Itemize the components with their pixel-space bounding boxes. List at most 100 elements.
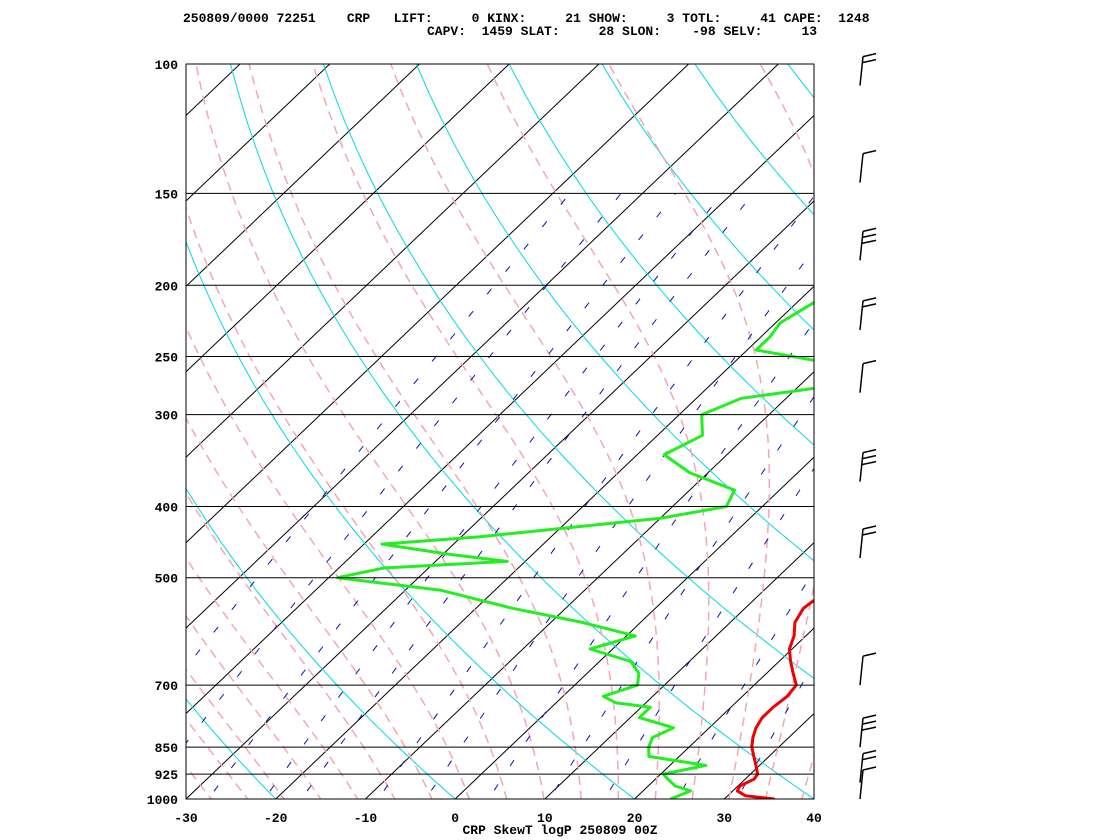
moist-adiabat [486, 64, 710, 799]
wind-barb [859, 52, 877, 86]
dry-adiabat [601, 64, 814, 331]
moist-adiabat [186, 614, 322, 799]
pressure-label-400: 400 [155, 501, 179, 516]
chart-title: CRP SkewT logP 250809 00Z [462, 823, 657, 838]
dry-adiabat [508, 64, 814, 446]
header-line-2: CAPV: 1459 SLAT: 28 SLON: -98 SELV: 13 [427, 24, 817, 39]
mixing-ratio-line [207, 193, 676, 799]
isotherm [813, 798, 814, 799]
moist-adiabat [195, 64, 545, 799]
temperature-label-40: 40 [806, 811, 822, 826]
dry-adiabat [1034, 30, 1120, 814]
dry-adiabat [944, 30, 1120, 814]
wind-barb [859, 297, 877, 330]
dry-adiabat [787, 64, 814, 99]
wind-barb [859, 227, 877, 261]
moist-adiabat [759, 64, 814, 799]
wind-barb [859, 359, 877, 393]
isotherm [186, 64, 241, 117]
pressure-axis-labels: 100 150 200 250 300 400 500 700 850 925 1000 [147, 58, 178, 808]
moist-adiabat [186, 205, 508, 799]
wind-barb [859, 652, 877, 686]
mixing-ratio-line [425, 248, 814, 799]
wind-barb [859, 149, 877, 183]
isotherm [186, 114, 814, 715]
plot-frame [185, 63, 815, 800]
isotherm [977, 30, 1120, 814]
moist-adiabat [186, 325, 471, 799]
mixing-ratio-line [548, 395, 814, 799]
mixing-ratio-line [377, 195, 814, 799]
pressure-label-925: 925 [155, 768, 179, 783]
isotherm [454, 456, 814, 799]
mixing-ratio-line [300, 193, 754, 799]
moist-adiabat [186, 416, 433, 799]
sounding-profiles [336, 300, 814, 799]
isotherm [633, 627, 814, 799]
moist-adiabat [186, 556, 359, 799]
moist-adiabat [312, 64, 620, 799]
temperature-label-30: 30 [716, 811, 732, 826]
dry-adiabat [322, 64, 814, 680]
isotherm [186, 64, 600, 458]
isotherm [544, 541, 814, 799]
pressure-label-850: 850 [155, 741, 179, 756]
moist-adiabat [186, 765, 213, 799]
wind-barbs [859, 52, 877, 800]
pressure-label-500: 500 [155, 572, 179, 587]
dry-adiabat [694, 64, 814, 216]
isotherm [186, 64, 690, 544]
moist-adiabat [248, 64, 582, 799]
isotherm [186, 64, 421, 288]
isotherm [186, 64, 331, 202]
header-line-1: 250809/0000 72251 CRP LIFT: 0 KINX: 21 S… [183, 11, 870, 26]
temperature-label-minus-10: -10 [354, 811, 378, 826]
pressure-label-700: 700 [155, 679, 179, 694]
mixing-ratio-line [186, 193, 571, 669]
pressure-label-1000: 1000 [147, 793, 178, 808]
moist-adiabat [186, 491, 396, 799]
isotherm [186, 200, 814, 799]
temperature-label-minus-30: -30 [174, 811, 198, 826]
mixing-ratio-line [736, 662, 814, 799]
pressure-label-150: 150 [155, 187, 179, 202]
isotherm [274, 285, 814, 799]
temperature-profile [735, 598, 814, 799]
wind-barb [859, 766, 877, 800]
isotherm [186, 64, 510, 373]
pressure-label-250: 250 [155, 350, 179, 365]
moist-adiabat [0, 64, 152, 815]
wind-barb [859, 749, 877, 783]
dry-adiabat [186, 487, 456, 799]
temperature-label-10: 10 [537, 811, 553, 826]
isotherm [186, 64, 780, 629]
moist-adiabat [390, 64, 660, 799]
mixing-ratio-line [676, 569, 814, 799]
isotherm [364, 371, 814, 799]
moist-adiabat [0, 64, 188, 815]
dry-adiabat [186, 240, 636, 799]
temperature-axis-labels: -30 -20 -10 0 10 20 30 40 [174, 811, 822, 826]
moist-adiabat [186, 668, 286, 799]
moist-adiabat [608, 64, 771, 799]
temperature-label-minus-20: -20 [264, 811, 288, 826]
dewpoint-profile [336, 300, 814, 799]
isotherm [723, 712, 814, 799]
wind-barb [859, 448, 877, 482]
pressure-label-200: 200 [155, 279, 179, 294]
temperature-label-0: 0 [451, 811, 459, 826]
moist-adiabat [186, 717, 249, 799]
dry-adiabat [186, 698, 277, 799]
pressure-label-100: 100 [155, 58, 179, 73]
pressure-label-300: 300 [155, 409, 179, 424]
header: 250809/0000 72251 CRP LIFT: 0 KINX: 21 S… [183, 11, 870, 39]
temperature-label-20: 20 [627, 811, 643, 826]
dry-adiabat [0, 30, 109, 814]
isotherm [887, 30, 1120, 814]
wind-barb [859, 714, 877, 748]
mixing-ratio-line [487, 321, 814, 799]
wind-barb [859, 525, 877, 559]
dry-adiabat [854, 30, 1120, 814]
moist-adiabat [801, 752, 814, 799]
